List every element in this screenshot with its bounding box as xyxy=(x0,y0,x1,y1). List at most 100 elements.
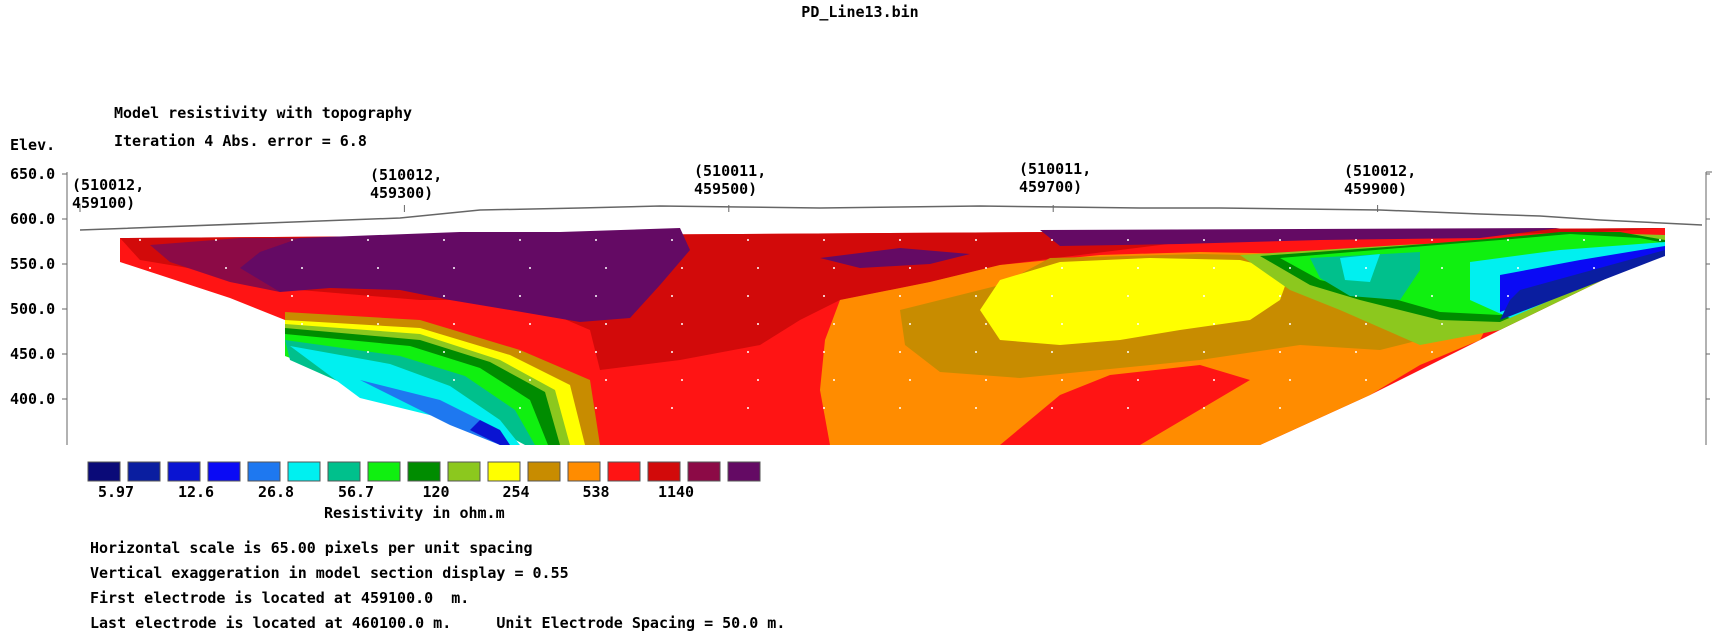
horizontal-scale-text: Horizontal scale is 65.00 pixels per uni… xyxy=(90,539,533,557)
position-label-line2: 459900) xyxy=(1344,180,1407,198)
model-block-dot xyxy=(747,295,749,297)
model-block-dot xyxy=(899,239,901,241)
zone-purple-left xyxy=(200,228,690,322)
model-block-dot xyxy=(1365,379,1367,381)
legend-label: 5.97 xyxy=(98,483,134,501)
model-block-dot xyxy=(1051,407,1053,409)
model-block-dot xyxy=(605,379,607,381)
model-block-dot xyxy=(681,379,683,381)
model-block-dot xyxy=(757,267,759,269)
vertical-exaggeration-text: Vertical exaggeration in model section d… xyxy=(90,564,569,582)
legend-label: 56.7 xyxy=(338,483,374,501)
model-block-dot xyxy=(909,267,911,269)
model-block-dot xyxy=(671,407,673,409)
model-title: Model resistivity with topography xyxy=(114,104,413,122)
position-label-line1: (510012, xyxy=(72,176,144,194)
model-block-dot xyxy=(529,379,531,381)
model-block-dot xyxy=(367,239,369,241)
model-block-dot xyxy=(757,323,759,325)
legend-swatch xyxy=(447,461,481,482)
model-block-dot xyxy=(747,239,749,241)
model-block-dot xyxy=(1051,295,1053,297)
model-block-dot xyxy=(757,379,759,381)
model-block-dot xyxy=(985,379,987,381)
legend-label: 538 xyxy=(582,483,609,501)
model-block-dot xyxy=(519,351,521,353)
legend: 5.97 12.6 26.8 56.7 120 254 538 1140 xyxy=(87,461,761,501)
legend-swatch xyxy=(87,461,121,482)
y-tick-label: 400.0 xyxy=(10,390,55,408)
model-block-dot xyxy=(453,323,455,325)
model-block-dot xyxy=(1061,323,1063,325)
zone-purple-right xyxy=(1040,228,1560,246)
model-block-dot xyxy=(1365,267,1367,269)
zone-magenta-left xyxy=(150,238,300,292)
model-block-dot xyxy=(975,295,977,297)
model-block-dot xyxy=(823,351,825,353)
position-label-line2: 459100) xyxy=(72,194,135,212)
model-block-dot xyxy=(1593,267,1595,269)
model-block-dot xyxy=(529,267,531,269)
model-block-dot xyxy=(1279,351,1281,353)
model-block-dot xyxy=(985,267,987,269)
model-block-dot xyxy=(833,323,835,325)
legend-title: Resistivity in ohm.m xyxy=(324,504,505,522)
legend-swatch xyxy=(527,461,561,482)
model-block-dot xyxy=(529,323,531,325)
legend-label: 1140 xyxy=(658,483,694,501)
model-block-dot xyxy=(1289,323,1291,325)
model-block-dot xyxy=(1127,351,1129,353)
topography-line xyxy=(79,205,1703,231)
model-block-dot xyxy=(1355,351,1357,353)
model-block-dot xyxy=(595,351,597,353)
zone-navy-leftfan xyxy=(470,420,510,445)
legend-swatch xyxy=(487,461,521,482)
elevation-axis-label: Elev. xyxy=(10,136,56,154)
model-block-dot xyxy=(985,323,987,325)
position-label-line2: 459500) xyxy=(694,180,757,198)
y-tick-label: 550.0 xyxy=(10,255,55,273)
model-block-dot xyxy=(1583,239,1585,241)
model-block-dot xyxy=(1507,295,1509,297)
model-block-dot xyxy=(605,323,607,325)
model-block-dot xyxy=(1517,267,1519,269)
model-block-dot xyxy=(453,379,455,381)
position-labels: (510012,459100)(510012,459300)(510011,45… xyxy=(72,160,1416,212)
model-block-dot xyxy=(1213,267,1215,269)
resistivity-section xyxy=(120,228,1665,445)
model-block-dot xyxy=(1203,295,1205,297)
legend-label: 12.6 xyxy=(178,483,214,501)
model-block-dot xyxy=(681,323,683,325)
legend-swatch xyxy=(567,461,601,482)
model-block-dot xyxy=(681,267,683,269)
zone-navy-right xyxy=(1500,250,1665,320)
model-block-dot xyxy=(899,407,901,409)
model-block-dot xyxy=(1137,267,1139,269)
model-block-dot xyxy=(899,351,901,353)
position-label-line1: (510011, xyxy=(1019,160,1091,178)
y-tick-label: 500.0 xyxy=(10,300,55,318)
model-block-dot xyxy=(519,239,521,241)
model-block-dot xyxy=(595,295,597,297)
y-tick-label: 600.0 xyxy=(10,210,55,228)
model-block-dot xyxy=(823,407,825,409)
legend-label: 254 xyxy=(502,483,529,501)
model-block-dot xyxy=(1051,239,1053,241)
position-label-line1: (510012, xyxy=(1344,162,1416,180)
model-block-dot xyxy=(1441,267,1443,269)
model-block-dot xyxy=(909,323,911,325)
model-block-dot xyxy=(833,379,835,381)
legend-swatch xyxy=(647,461,681,482)
position-label-line1: (510012, xyxy=(370,166,442,184)
model-block-dot xyxy=(1431,295,1433,297)
model-block-dot xyxy=(1051,351,1053,353)
model-block-dot xyxy=(1213,323,1215,325)
last-electrode-text: Last electrode is located at 460100.0 m.… xyxy=(90,614,786,632)
model-block-dot xyxy=(291,239,293,241)
model-block-dot xyxy=(1289,267,1291,269)
legend-swatch xyxy=(167,461,201,482)
model-block-dot xyxy=(1127,295,1129,297)
legend-swatch xyxy=(687,461,721,482)
model-block-dot xyxy=(909,379,911,381)
legend-label: 26.8 xyxy=(258,483,294,501)
